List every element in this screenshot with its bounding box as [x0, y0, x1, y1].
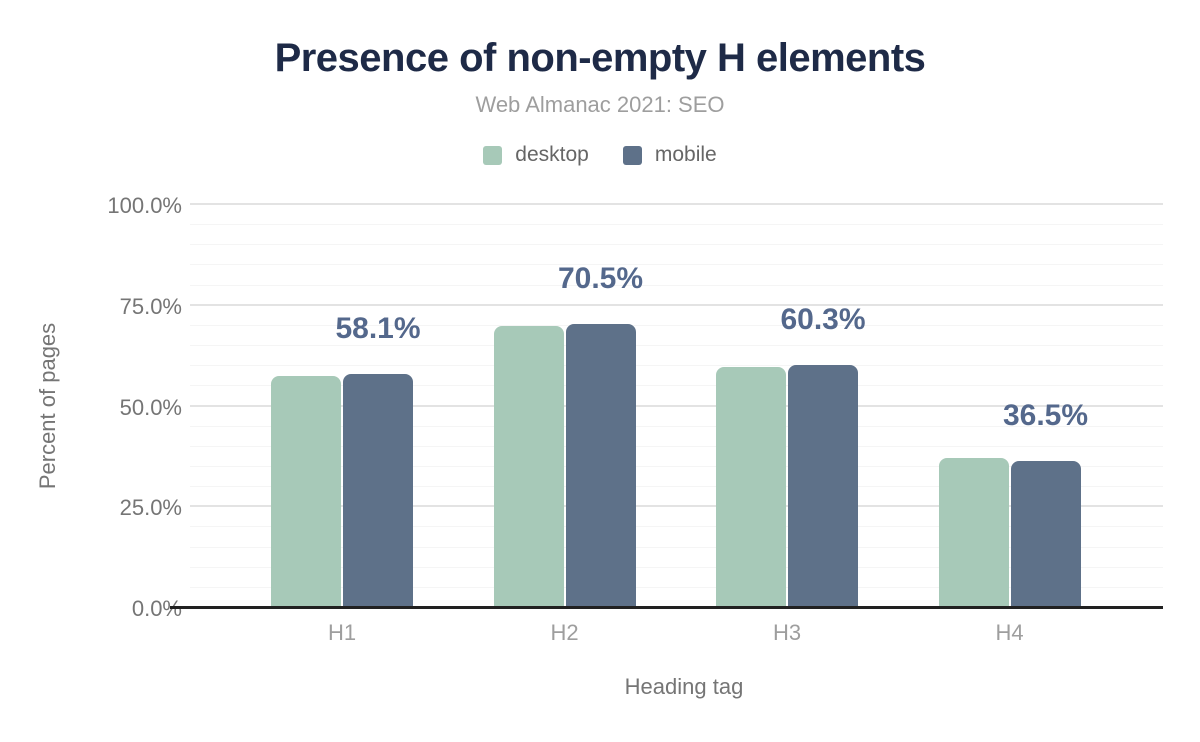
gridline-minor — [190, 445, 1163, 447]
x-tick-label-h2: H2 — [550, 620, 579, 645]
gridline-major — [190, 505, 1163, 508]
gridline-minor — [190, 425, 1163, 427]
bar-value-label-h3: 60.3% — [780, 303, 866, 336]
bar-mobile-h1[interactable] — [343, 373, 413, 608]
gridline-minor — [190, 486, 1163, 488]
bar-mobile-h4[interactable] — [1010, 460, 1081, 608]
legend-swatch-desktop — [483, 145, 503, 165]
gridline-minor — [190, 465, 1163, 467]
y-tick-label-100: 100.0% — [107, 193, 182, 218]
gridline-major — [190, 203, 1163, 205]
bar-desktop-h4[interactable] — [938, 457, 1009, 608]
gridline-minor — [190, 224, 1163, 226]
plot-area: 58.1% 70.5% 60.3% 36.5% — [170, 203, 1163, 609]
gridline-minor — [190, 566, 1163, 568]
y-tick-label-25: 25.0% — [119, 495, 182, 521]
gridline-minor — [190, 526, 1163, 528]
gridline-minor — [190, 365, 1163, 367]
bar-value-label-h4: 36.5% — [1002, 398, 1089, 432]
y-tick-label-50: 50.0% — [119, 394, 182, 420]
y-axis-title: Percent of pages — [35, 322, 60, 490]
gridline-minor — [190, 264, 1163, 266]
bar-desktop-h1[interactable] — [271, 376, 341, 608]
x-axis-title: Heading tag — [624, 674, 744, 699]
x-tick-label-h1: H1 — [327, 620, 357, 645]
gridline-minor — [190, 345, 1163, 347]
y-tick-label-0: 0.0% — [131, 596, 182, 621]
bar-mobile-h3[interactable] — [788, 365, 858, 608]
gridline-major — [190, 404, 1163, 407]
legend-label-desktop: desktop — [515, 143, 589, 166]
gridline-minor — [190, 284, 1163, 286]
legend-item-desktop[interactable]: desktop — [483, 143, 589, 167]
bar-desktop-h2[interactable] — [493, 325, 564, 608]
bar-value-label-h2: 70.5% — [557, 261, 644, 295]
x-tick-label-h3: H3 — [772, 620, 802, 645]
gridline-minor — [190, 244, 1163, 246]
chart-title: Presence of non-empty H elements — [274, 36, 926, 80]
gridline-minor — [190, 385, 1163, 387]
gridline-minor — [190, 586, 1163, 588]
legend-swatch-mobile — [622, 145, 642, 165]
bar-desktop-h3[interactable] — [716, 366, 786, 608]
legend-label-mobile: mobile — [654, 143, 717, 166]
bar-value-label-h1: 58.1% — [335, 311, 421, 345]
chart-subtitle: Web Almanac 2021: SEO — [475, 92, 725, 117]
legend: desktop mobile — [0, 143, 1200, 167]
legend-item-mobile[interactable]: mobile — [622, 143, 717, 167]
gridline-minor — [190, 324, 1163, 326]
x-axis-line — [170, 606, 1163, 609]
x-tick-label-h4: H4 — [995, 620, 1024, 645]
y-tick-label-75: 75.0% — [119, 293, 182, 319]
bar-mobile-h2[interactable] — [565, 323, 636, 608]
gridline-minor — [190, 546, 1163, 548]
gridline-major — [190, 303, 1163, 306]
